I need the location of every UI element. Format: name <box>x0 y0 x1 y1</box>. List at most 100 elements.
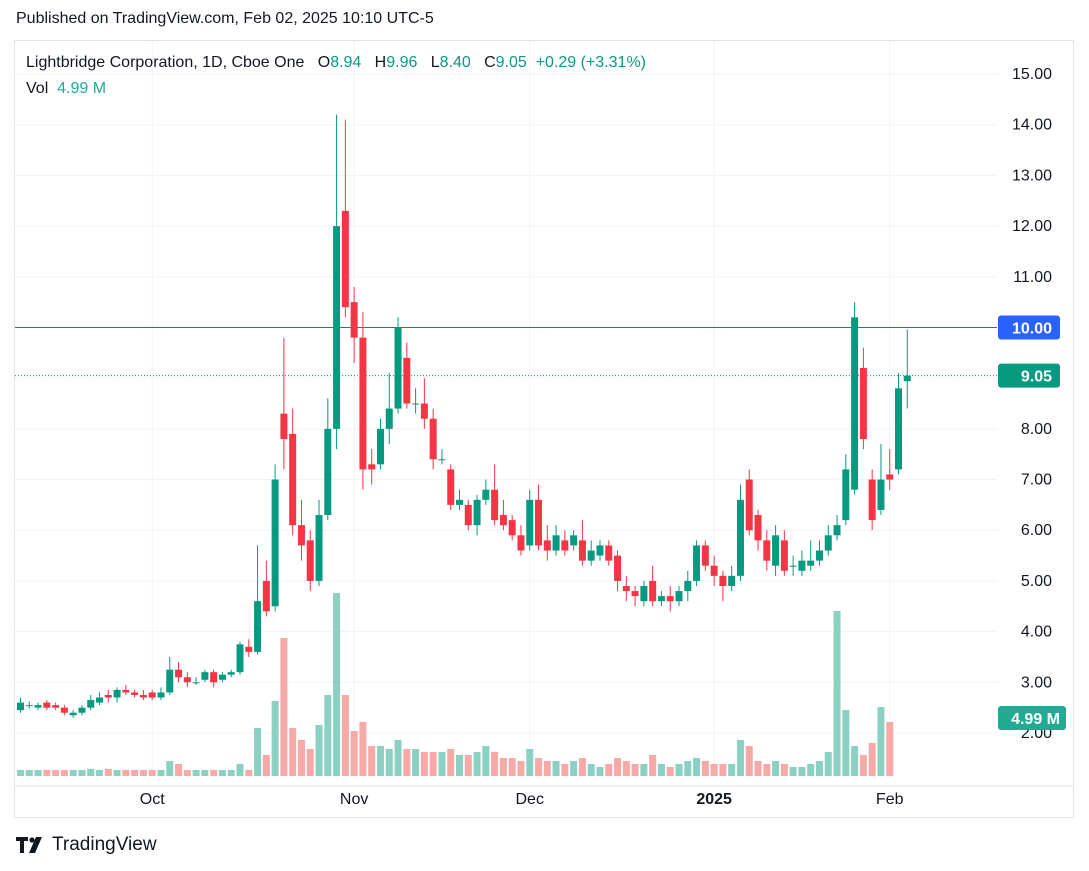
volume-bar <box>631 764 639 776</box>
volume-bar <box>385 749 393 776</box>
volume-bar <box>166 761 174 776</box>
candle-body <box>780 540 788 571</box>
candle-body <box>403 357 411 404</box>
y-tick-label: 11.00 <box>1013 269 1052 286</box>
candle-body <box>535 499 543 546</box>
candle-body <box>394 327 402 409</box>
tradingview-footer[interactable]: TradingView <box>16 834 157 856</box>
candle-body <box>218 674 226 680</box>
candle-body <box>833 525 841 536</box>
volume-bar <box>78 770 86 776</box>
high-label: H <box>374 54 387 71</box>
volume-bar <box>877 707 885 776</box>
volume-bar <box>456 755 463 776</box>
volume-bar <box>333 593 341 776</box>
volume-bar <box>851 746 859 776</box>
volume-bar <box>684 761 692 776</box>
published-label: Published on TradingView.com, Feb 02, 20… <box>16 10 434 27</box>
candle-body <box>157 692 165 698</box>
volume-bar <box>578 758 586 776</box>
open-label: O <box>317 54 331 71</box>
candle-body <box>596 545 604 556</box>
y-tick-label: 14.00 <box>1012 117 1052 134</box>
candle-body <box>754 515 762 541</box>
candle-body <box>631 591 639 597</box>
volume-bar <box>280 638 288 776</box>
volume-bar <box>122 770 130 776</box>
candle-body <box>78 707 86 713</box>
candle-body <box>236 644 244 673</box>
volume-bar <box>719 764 727 776</box>
volume-bar <box>605 764 613 776</box>
volume-bar <box>148 770 156 776</box>
candle-body <box>701 545 709 566</box>
candle-body <box>815 550 823 561</box>
volume-bar <box>262 755 270 776</box>
volume-bar <box>570 761 578 776</box>
y-tick-label: 5.00 <box>1021 573 1052 590</box>
candle-body <box>289 433 297 526</box>
volume-label: Vol <box>26 80 49 97</box>
volume-bar <box>868 743 876 776</box>
volume-bar <box>315 725 323 776</box>
candle-body <box>710 565 718 576</box>
volume-bar <box>289 728 297 776</box>
candle-body <box>886 474 894 480</box>
volume-bar <box>227 770 235 776</box>
candle-body <box>96 697 104 703</box>
volume-badge-text: 4.99 M <box>1011 711 1060 728</box>
candle-body <box>868 479 876 521</box>
volume-bar <box>482 746 490 776</box>
volume-bar <box>25 770 33 776</box>
candle-body <box>895 388 902 470</box>
y-tick-label: 4.00 <box>1021 624 1052 641</box>
close-value: 9.05 <box>495 54 527 71</box>
x-tick-label: Oct <box>140 791 165 808</box>
candle-body <box>350 302 358 338</box>
candle-body <box>262 580 270 612</box>
x-tick-label: Nov <box>340 791 368 808</box>
candle-body <box>227 672 235 675</box>
y-tick-label: 13.00 <box>1012 167 1052 184</box>
volume-bar <box>859 755 867 776</box>
open-value: 8.94 <box>330 54 362 71</box>
volume-bar <box>886 722 894 776</box>
volume-bar <box>517 761 525 776</box>
volume-bar <box>666 767 674 776</box>
volume-bar <box>34 770 42 776</box>
candle-body <box>87 700 95 708</box>
volume-bar <box>376 746 384 776</box>
candle-body <box>526 499 534 546</box>
volume-bar <box>815 761 823 776</box>
candle-body <box>807 560 815 566</box>
candle-body <box>587 550 595 561</box>
volume-bar <box>824 752 832 776</box>
volume-bar <box>728 764 736 776</box>
volume-bar <box>394 740 402 776</box>
x-tick-label: Dec <box>516 791 544 808</box>
volume-bar <box>596 767 604 776</box>
volume-bar <box>745 746 753 776</box>
tradingview-logo-icon <box>16 837 42 853</box>
volume-bar <box>640 764 648 776</box>
volume-bar <box>192 770 200 776</box>
volume-bar <box>210 770 218 776</box>
candle-body <box>245 646 253 652</box>
candle-body <box>473 499 481 526</box>
volume-bar <box>104 768 112 776</box>
candle-body <box>34 705 42 708</box>
candle-body <box>859 368 867 439</box>
candle-body <box>175 669 183 678</box>
candle-body <box>622 585 630 592</box>
candle-body <box>789 565 797 567</box>
candle-body <box>719 575 727 586</box>
close-label: C <box>484 54 496 71</box>
candle-body <box>605 545 613 561</box>
volume-bar <box>772 761 780 776</box>
candle-body <box>429 418 437 460</box>
candle-body <box>745 479 753 531</box>
candle-body <box>333 226 341 429</box>
y-tick-label: 7.00 <box>1021 472 1052 489</box>
chart-panel[interactable] <box>14 40 1074 818</box>
